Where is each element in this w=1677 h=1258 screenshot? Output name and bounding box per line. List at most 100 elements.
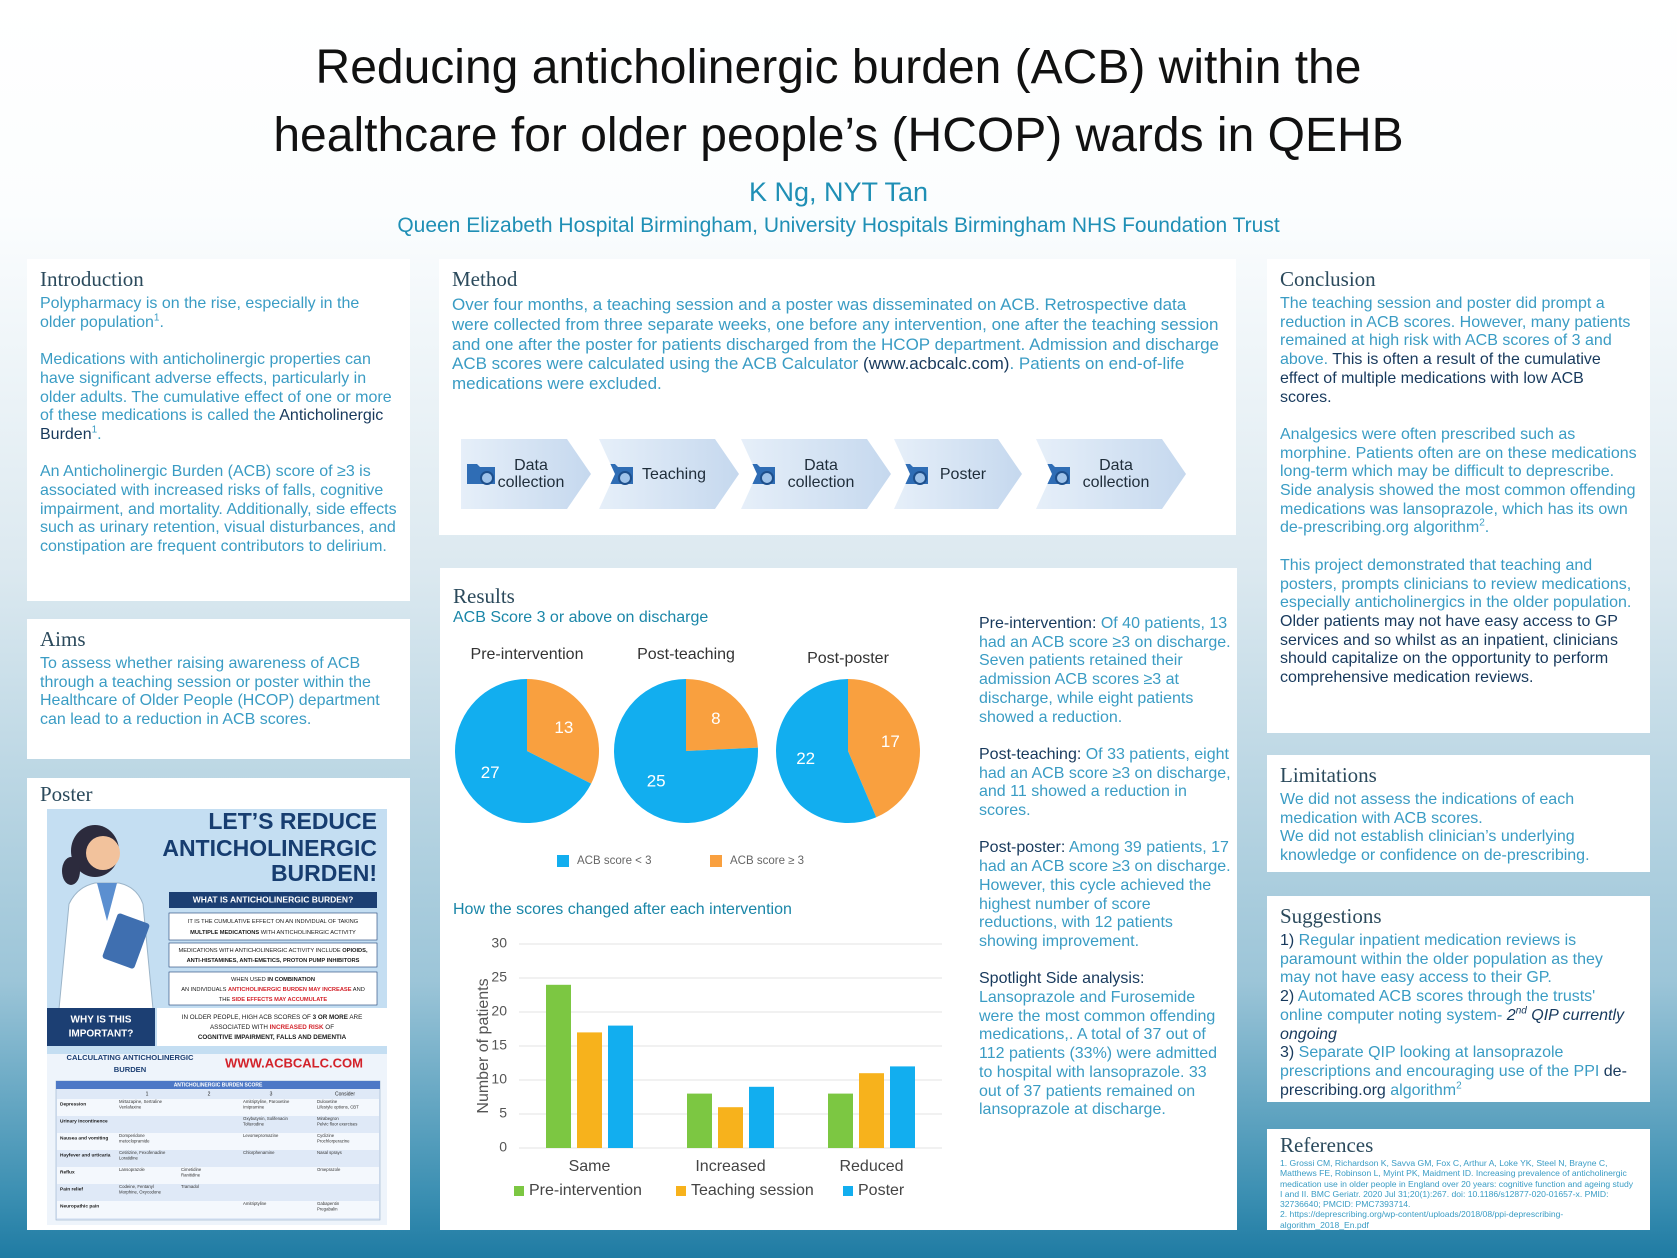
text-run: The teaching session and poster did prom…: [1280, 295, 1631, 369]
results-charts: ACB Score 3 or above on discharge Pre-int…: [453, 609, 942, 1199]
text-run: nd: [1515, 1005, 1527, 1017]
poster-why: WHY IS THIS: [71, 1015, 132, 1026]
poster-box-text: WHEN USED IN COMBINATION: [231, 977, 315, 983]
table-cell: Cetirizine, Fexofenadine: [119, 1150, 166, 1155]
section-body: We did not assess the indications of eac…: [1280, 791, 1637, 866]
figure-coat: [58, 882, 154, 1010]
limitations-panel: Limitations We did not assess the indica…: [1267, 755, 1650, 872]
text-run: Pre-intervention:: [979, 615, 1097, 632]
y-tick-label: 5: [499, 1105, 507, 1121]
text-run: Post-poster:: [979, 839, 1066, 857]
step-icon: [898, 456, 932, 490]
poster-box: [157, 1008, 387, 1046]
figure-hair: [62, 857, 80, 885]
table-cell: Cyclizine: [317, 1133, 335, 1138]
text-run: OF: [324, 1024, 335, 1031]
poster-box: [47, 1008, 155, 1046]
text-run: MULTIPLE MEDICATIONS: [190, 930, 259, 936]
table-cell: Levomepromazine: [243, 1133, 279, 1138]
table-title: ANTICHOLINERGIC BURDEN SCORE: [174, 1082, 263, 1088]
paragraph: Post-poster: Among 39 patients, 17 had a…: [979, 839, 1231, 951]
data-label: 22: [796, 749, 815, 768]
bar: [577, 1032, 602, 1148]
section-heading: Poster: [40, 782, 93, 806]
poster-box-text: IT IS THE CUMULATIVE EFFECT ON AN INDIVI…: [188, 919, 358, 925]
table-row-bg: [57, 1133, 379, 1150]
legend-swatch: [676, 1186, 686, 1196]
poster-box-text: AN INDIVIDUALS ANTICHOLINERGIC BURDEN MA…: [181, 987, 365, 993]
poster-question: WHAT IS ANTICHOLINERGIC BURDEN?: [193, 894, 354, 904]
table-cell: Lifestyle options, CBT: [317, 1105, 359, 1110]
text-run: IN OLDER PEOPLE, HIGH ACB SCORES OF: [182, 1014, 313, 1021]
poster-importance: IN OLDER PEOPLE, HIGH ACB SCORES OF 3 OR…: [182, 1014, 363, 1021]
paragraph: We did not establish clinician’s underly…: [1280, 828, 1590, 865]
icon-shape: [761, 472, 773, 484]
text-run: SIDE EFFECTS MAY ACCUMULATE: [232, 997, 328, 1003]
pie-slice: [776, 679, 877, 823]
figure-face: [86, 836, 120, 870]
text-run: THE: [219, 997, 232, 1003]
table-row-bg: [57, 1099, 379, 1116]
text-run: AN INDIVIDUALS: [181, 987, 228, 993]
table-cell: Chlorphenamine: [243, 1150, 275, 1155]
flow: Data collection Teaching Data collection Po…: [439, 439, 1236, 509]
bar: [546, 984, 571, 1148]
table-cell: Amitriptyline, Paroxetine: [243, 1099, 290, 1104]
text-run: AND: [352, 987, 365, 993]
section-body: Over four months, a teaching session and…: [452, 295, 1223, 394]
figure-shirt: [97, 883, 117, 921]
text-run: IN COMBINATION: [267, 977, 315, 983]
table-cell: Cimetidine: [181, 1167, 202, 1172]
text-run: Polypharmacy is on the rise, especially …: [40, 295, 360, 331]
paragraph: Pre-intervention: Of 40 patients, 13 had…: [979, 615, 1231, 727]
bar: [859, 1073, 884, 1148]
authors: K Ng, NYT Tan: [748, 177, 929, 207]
text-run: .: [1484, 519, 1490, 537]
section-heading: Limitations: [1280, 763, 1377, 787]
paragraph: 1) Regular inpatient medication reviews …: [1280, 932, 1637, 988]
reference-list: 1. Grossi CM, Richardson K, Savva GM, Fo…: [1280, 1158, 1637, 1230]
section-heading: References: [1280, 1133, 1374, 1157]
table-cell: Amitriptyline: [243, 1201, 267, 1206]
icon-shape: [481, 472, 493, 484]
icon-shape: [1056, 472, 1068, 484]
text-run: 1: [91, 424, 98, 436]
text-run: Older patients may not have easy access …: [1280, 612, 1618, 687]
references-panel: References 1. Grossi CM, Richardson K, S…: [1267, 1129, 1650, 1230]
poster-why: IMPORTANT?: [69, 1029, 134, 1040]
poster-box: [168, 971, 378, 1006]
bar: [687, 1093, 712, 1148]
table-cell: Mirtazapine, Sertraline: [119, 1099, 163, 1104]
legend-label: Pre-intervention: [529, 1182, 642, 1199]
text-run: de-prescribing.org: [1280, 1062, 1627, 1099]
table-row-bg: [57, 1201, 379, 1218]
pie-title: Pre-intervention: [471, 646, 584, 663]
poster-box: [168, 942, 378, 968]
table-header: 1: [146, 1091, 149, 1097]
flow-step: Data collection: [461, 439, 591, 509]
conclusion-panel: Conclusion The teaching session and post…: [1267, 259, 1650, 733]
y-tick-label: 10: [491, 1071, 507, 1087]
table-cell: metoclopramide: [119, 1139, 150, 1144]
step-icon: [465, 456, 499, 490]
text-run: 2: [1479, 518, 1485, 530]
table-row-label: Reflux: [60, 1169, 75, 1175]
pie-slice: [848, 679, 920, 818]
bar: [828, 1093, 853, 1148]
table-row-bg: [57, 1167, 379, 1184]
table-cell: Nasal sprays: [317, 1150, 342, 1155]
paragraph: This project demonstrated that teaching …: [1280, 557, 1637, 688]
pie-slice: [614, 679, 758, 823]
y-tick-label: 30: [491, 935, 507, 951]
bar: [718, 1107, 743, 1148]
table-row-label: Hayfever and urticaria: [60, 1152, 111, 1158]
flow-step: Data collection: [741, 439, 891, 509]
table-cell: Lansoprazole: [119, 1167, 145, 1172]
table-cell: Oxybutynin, Solifenacin: [243, 1116, 289, 1121]
paragraph: Analgesics were often prescribed such as…: [1280, 426, 1637, 538]
paragraph: The teaching session and poster did prom…: [1280, 295, 1637, 407]
y-axis-label: Number of patients: [475, 978, 492, 1113]
text-run: IT IS THE CUMULATIVE EFFECT ON AN INDIVI…: [188, 919, 358, 925]
legend-swatch: [710, 855, 722, 867]
